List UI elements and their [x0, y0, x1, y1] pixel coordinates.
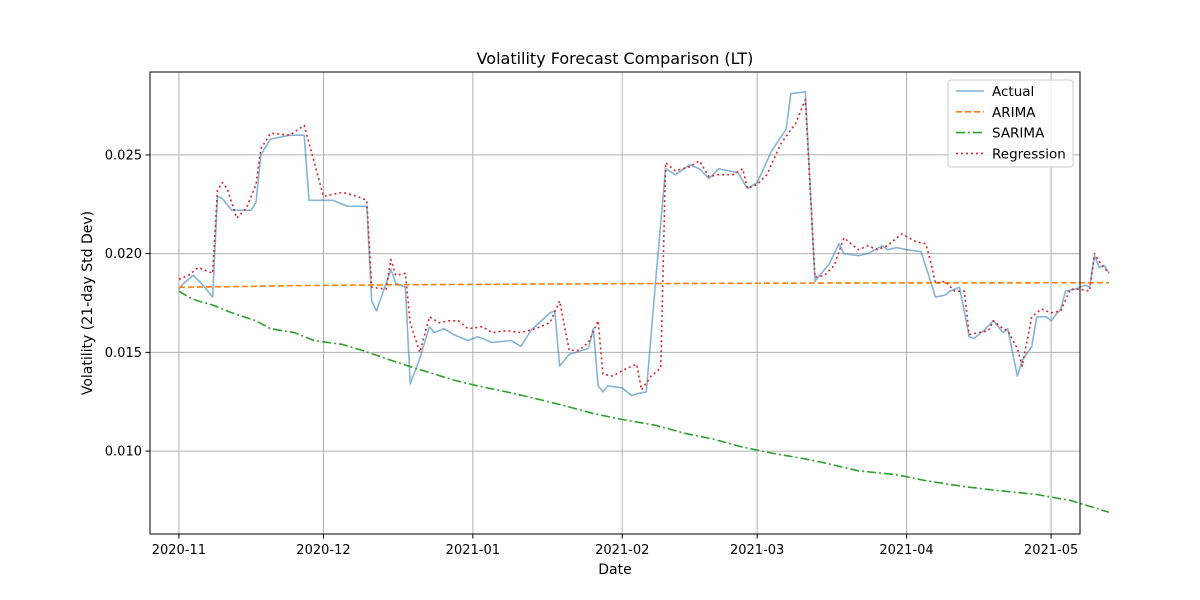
plot-frame [149, 71, 1081, 535]
legend: Actual ARIMA SARIMA Regression [947, 79, 1074, 168]
x-tick-label: 2021-05 [1024, 543, 1078, 558]
x-tick-label: 2021-03 [730, 543, 784, 558]
y-tick-label: 0.025 [105, 148, 142, 163]
legend-label-sarima: SARIMA [992, 126, 1045, 142]
series-line-sarima [178, 290, 1110, 514]
chart-title: Volatility Forecast Comparison (LT) [477, 49, 754, 68]
y-tick-label: 0.015 [105, 346, 142, 361]
axis-ticks: 2020-11 2020-12 2021-01 2021-02 2021-03 2021-… [105, 148, 1078, 558]
x-tick-label: 2021-02 [595, 543, 649, 558]
legend-label-arima: ARIMA [992, 105, 1036, 121]
legend-box [947, 79, 1074, 168]
y-tick-label: 0.010 [105, 445, 142, 460]
x-tick-label: 2021-04 [879, 543, 933, 558]
y-tick-label: 0.020 [105, 247, 142, 262]
x-tick-label: 2020-11 [152, 543, 206, 558]
series-lines [178, 90, 1110, 514]
legend-label-actual: Actual [992, 84, 1034, 100]
x-tick-label: 2021-01 [446, 543, 500, 558]
x-axis-label: Date [598, 562, 631, 578]
legend-label-regression: Regression [992, 146, 1066, 162]
series-line-regression [178, 98, 1110, 391]
x-tick-label: 2020-12 [296, 543, 350, 558]
series-line-arima [178, 281, 1109, 289]
plot-area [150, 72, 1080, 534]
series-line-actual [178, 90, 1110, 397]
y-axis-label: Volatility (21-day Std Dev) [80, 211, 96, 395]
